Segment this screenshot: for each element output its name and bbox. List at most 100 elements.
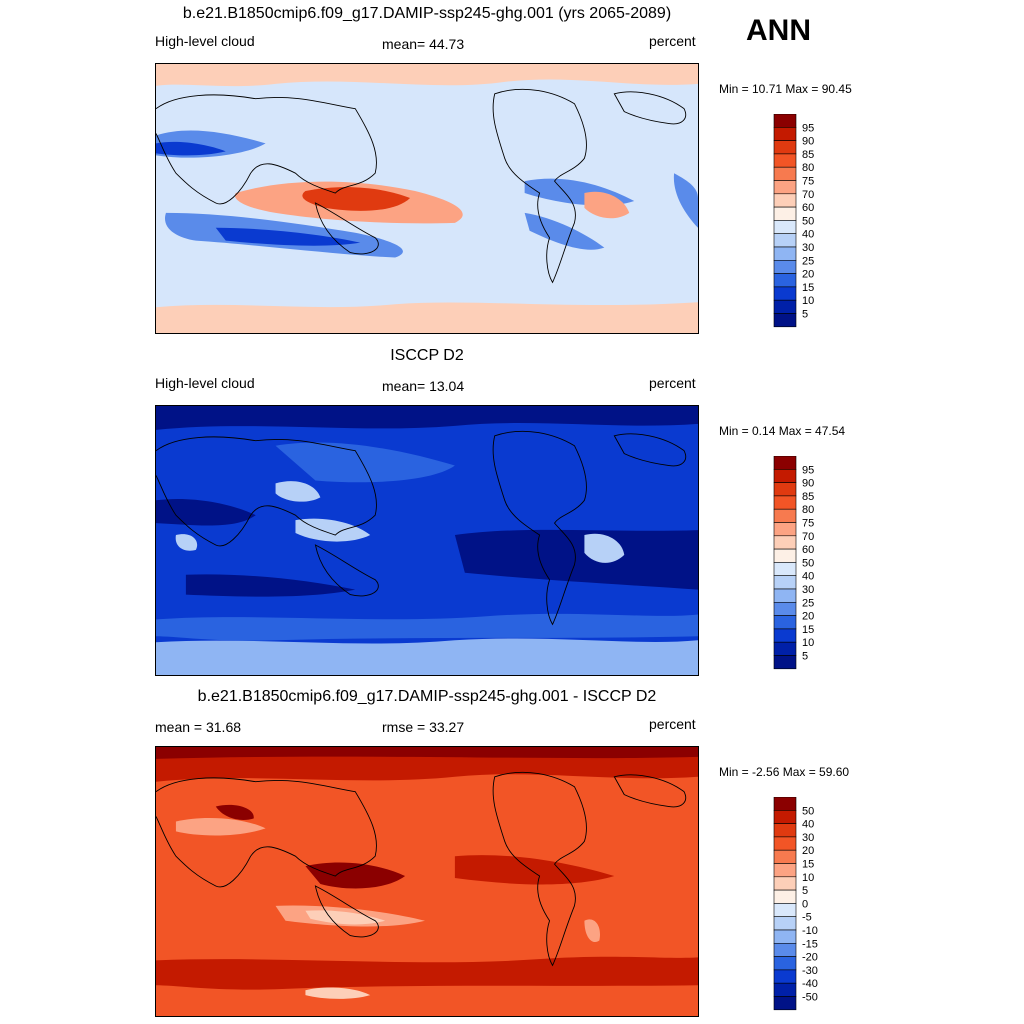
panel1-field-warm-pool-core [302,187,411,211]
colorbar-tick-label: -40 [802,978,818,990]
panel1-title: b.e21.B1850cmip6.f09_g17.DAMIP-ssp245-gh… [182,5,672,22]
colorbar-swatch [773,849,797,864]
colorbar-tick-label: 50 [802,805,814,817]
colorbar-tick-label: -30 [802,965,818,977]
panel2-field-mid [156,442,698,641]
colorbar-swatch [773,836,797,851]
panel3-units-label: percent [649,716,696,732]
colorbar-tick-label: 40 [802,819,814,831]
panel2-field-polar [156,638,698,675]
colorbar-swatch [773,260,797,274]
panel3-field-weakest [305,910,386,999]
colorbar-tick-label: 85 [802,491,814,503]
colorbar-swatch [773,127,797,141]
colorbar-swatch [773,153,797,168]
colorbar-tick-label: 20 [802,611,814,623]
colorbar-tick-label: 80 [802,162,814,174]
panel2-mean-label: mean= 13.04 [382,378,465,394]
colorbar-swatch [773,969,797,984]
colorbar-tick-label: 80 [802,504,814,516]
colorbar-tick-label: 30 [802,832,814,844]
colorbar-swatch [773,193,797,208]
colorbar-swatch [773,286,797,301]
colorbar-tick-label: 75 [802,176,814,188]
colorbar-swatch [773,863,797,878]
colorbar-tick-label: -10 [802,925,818,937]
colorbar-tick-label: 95 [802,122,814,134]
colorbar-tick-label: 10 [802,295,814,307]
colorbar-swatch [773,482,797,497]
colorbar-tick-label: 90 [802,136,814,148]
panel3-minmax-label: Min = -2.56 Max = 59.60 [719,765,850,779]
colorbar-tick-label: 60 [802,202,814,214]
colorbar-swatch [773,588,797,603]
colorbar-tick-label: 60 [802,544,814,556]
panel1-minmax-label: Min = 10.71 Max = 90.45 [719,82,852,96]
colorbar-swatch [773,273,797,288]
colorbar-swatch [773,562,797,577]
colorbar-swatch [773,628,797,643]
panel2-map-canvas [156,406,698,675]
colorbar-tick-label: 20 [802,269,814,281]
panel3-map-canvas [156,747,698,1016]
colorbar-tick-label: 50 [802,215,814,227]
colorbar-tick-label: 75 [802,518,814,530]
colorbar-tick-label: 20 [802,845,814,857]
colorbar-tick-label: 0 [802,898,808,910]
colorbar-tick-label: 90 [802,478,814,490]
panel2-variable-label: High-level cloud [155,375,255,391]
colorbar-tick-label: 5 [802,885,808,897]
colorbar-swatch [773,220,797,235]
colorbar-swatch [773,114,797,128]
colorbar-tick-label: 15 [802,859,814,871]
colorbar-swatch [773,535,797,550]
colorbar-swatch [773,655,797,670]
colorbar-swatch [773,889,797,904]
colorbar-tick-label: 5 [802,651,808,663]
panel1-field-polar-south [156,302,698,333]
panel2-minmax-label: Min = 0.14 Max = 47.54 [719,424,846,438]
colorbar-tick-label: 10 [802,872,814,884]
colorbar-swatch [773,823,797,838]
colorbar-tick-label: -15 [802,938,818,950]
colorbar-swatch [773,299,797,314]
colorbar-swatch [773,456,797,470]
colorbar-swatch [773,575,797,590]
colorbar-swatch [773,810,797,824]
colorbar-tick-label: 70 [802,531,814,543]
colorbar-tick-label: 50 [802,557,814,569]
colorbar-swatch [773,996,797,1011]
colorbar-tick-label: -20 [802,952,818,964]
panel2-map [155,405,699,676]
colorbar-swatch [773,916,797,931]
colorbar-swatch [773,495,797,510]
colorbar-tick-label: 85 [802,149,814,161]
colorbar-tick-label: 10 [802,637,814,649]
colorbar-swatch [773,943,797,957]
colorbar-tick-label: 25 [802,255,814,267]
colorbar-tick-label: 25 [802,597,814,609]
colorbar-tick-label: 15 [802,624,814,636]
colorbar-swatch [773,929,797,944]
colorbar-tick-label: 40 [802,571,814,583]
panel3-mean-label: mean = 31.68 [155,719,242,735]
panel1-map-canvas [156,64,698,333]
colorbar-swatch [773,508,797,523]
colorbar-tick-label: 15 [802,282,814,294]
panel3-field-strong [156,747,698,990]
colorbar-swatch [773,166,797,181]
colorbar-swatch [773,876,797,891]
colorbar-swatch [773,602,797,616]
colorbar-tick-label: 5 [802,309,808,321]
colorbar-swatch [773,246,797,261]
season-label: ANN [746,14,811,47]
colorbar-swatch [773,615,797,630]
colorbar-tick-label: 30 [802,242,814,254]
colorbar-swatch [773,313,797,328]
panel1-mean-label: mean= 44.73 [382,36,465,52]
colorbar-swatch [773,522,797,537]
panel2-field-deep [156,406,698,597]
